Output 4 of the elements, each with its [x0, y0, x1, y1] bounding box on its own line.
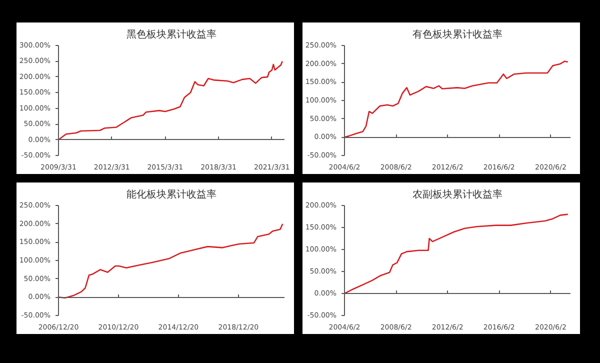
chart-title: 能化板块累计收益率	[126, 188, 216, 200]
chart-title: 有色板块累计收益率	[412, 28, 502, 40]
chart-title: 黑色板块累计收益率	[126, 28, 216, 40]
chart-title: 农副板块累计收益率	[412, 188, 502, 200]
